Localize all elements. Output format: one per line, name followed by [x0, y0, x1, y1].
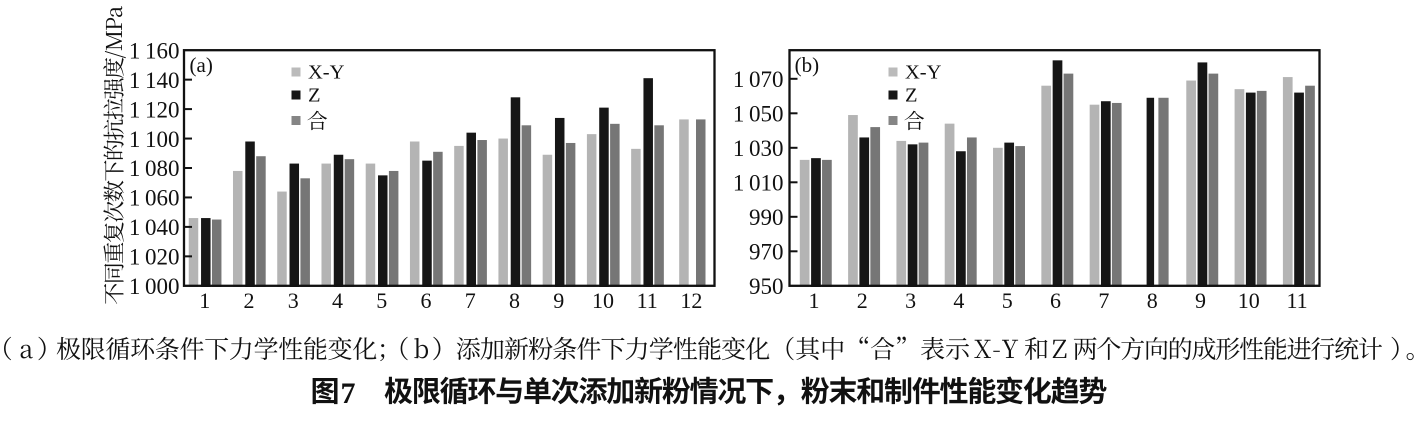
svg-text:7: 7 [341, 377, 356, 410]
svg-text:8: 8 [509, 288, 520, 313]
svg-text:9: 9 [1195, 288, 1206, 313]
svg-text:4: 4 [953, 288, 964, 313]
svg-text:1 140: 1 140 [129, 68, 180, 93]
svg-text:8: 8 [1147, 288, 1158, 313]
svg-text:5: 5 [1002, 288, 1013, 313]
svg-text:11: 11 [1287, 288, 1308, 313]
svg-text:Z: Z [308, 85, 321, 107]
svg-text:12: 12 [680, 288, 702, 313]
svg-text:(a): (a) [190, 53, 213, 77]
svg-text:X-Y: X-Y [308, 62, 345, 84]
svg-text:1 020: 1 020 [129, 245, 180, 270]
svg-text:2: 2 [857, 288, 868, 313]
svg-text:10: 10 [1238, 288, 1260, 313]
svg-text:X-Y: X-Y [905, 62, 942, 84]
svg-text:1 050: 1 050 [733, 102, 784, 127]
svg-text:1 030: 1 030 [733, 136, 784, 161]
svg-text:10: 10 [592, 288, 614, 313]
svg-text:6: 6 [1050, 288, 1061, 313]
svg-text:3: 3 [905, 288, 916, 313]
svg-text:4: 4 [332, 288, 343, 313]
svg-text:1 060: 1 060 [129, 186, 180, 211]
svg-text:9: 9 [553, 288, 564, 313]
svg-text:1: 1 [199, 288, 210, 313]
svg-text:1: 1 [809, 288, 820, 313]
svg-text:970: 970 [749, 240, 784, 265]
svg-text:Z: Z [905, 85, 918, 107]
svg-text:6: 6 [421, 288, 432, 313]
svg-text:3: 3 [288, 288, 299, 313]
svg-text:1 160: 1 160 [129, 38, 180, 63]
svg-text:7: 7 [1098, 288, 1109, 313]
svg-text:11: 11 [637, 288, 658, 313]
svg-text:2: 2 [244, 288, 255, 313]
svg-text:1 100: 1 100 [129, 127, 180, 152]
svg-text:1 080: 1 080 [129, 156, 180, 181]
svg-text:1 010: 1 010 [733, 171, 784, 196]
svg-text:5: 5 [376, 288, 387, 313]
svg-text:1 120: 1 120 [129, 97, 180, 122]
svg-text:7: 7 [465, 288, 476, 313]
svg-text:1 070: 1 070 [733, 67, 784, 92]
svg-text:950: 950 [749, 274, 784, 299]
svg-text:1 040: 1 040 [129, 215, 180, 240]
svg-text:1 000: 1 000 [129, 274, 180, 299]
svg-text:990: 990 [749, 205, 784, 230]
svg-text:(b): (b) [795, 53, 820, 77]
